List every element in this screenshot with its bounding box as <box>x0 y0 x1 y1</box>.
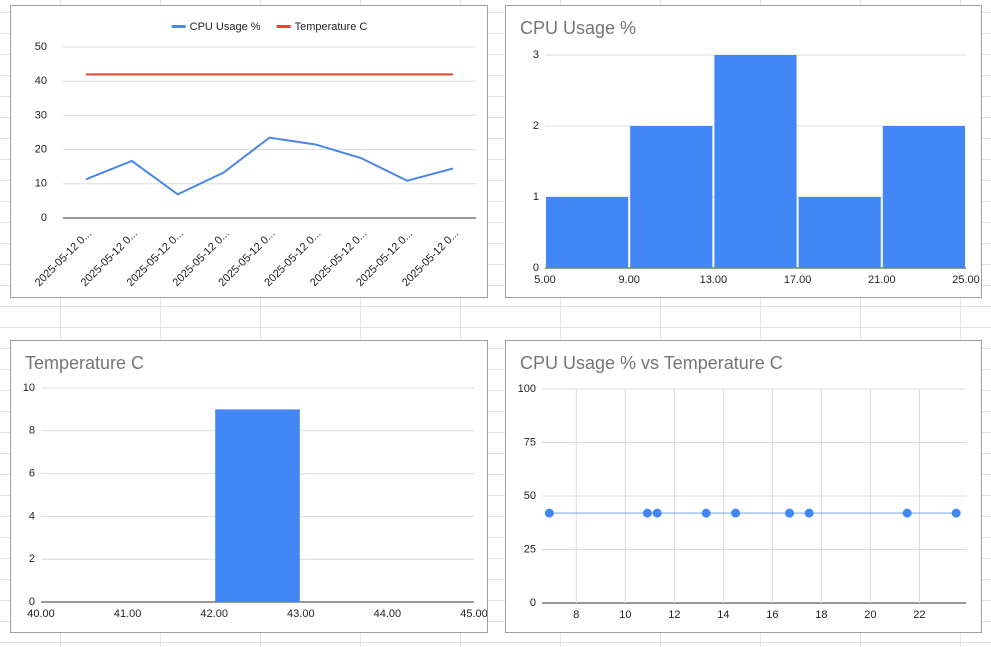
x-tick-label: 17.00 <box>784 274 812 286</box>
y-tick-label: 100 <box>518 383 536 395</box>
chart-title: Temperature C <box>25 353 144 373</box>
y-tick-label: 3 <box>533 49 539 61</box>
y-tick-label: 0 <box>533 262 539 274</box>
y-tick-label: 50 <box>524 490 536 502</box>
y-tick-label: 2 <box>29 553 35 565</box>
point <box>902 508 912 518</box>
point <box>701 508 711 518</box>
x-tick-label: 43.00 <box>287 608 315 620</box>
y-tick-label: 8 <box>29 425 35 437</box>
x-tick-label: 21.00 <box>868 274 896 286</box>
x-tick-label: 5.00 <box>534 274 555 286</box>
histogram-chart: CPU Usage % 0 1 2 3 5.00 9.00 13.00 17.00 21.00 25… <box>505 5 982 298</box>
bar <box>882 126 965 268</box>
bar <box>215 409 300 602</box>
y-tick-label: 0 <box>29 596 35 608</box>
chart-title: CPU Usage % vs Temperature C <box>520 353 783 373</box>
x-tick-label: 41.00 <box>114 608 142 620</box>
x-tick-label: 13.00 <box>700 274 728 286</box>
y-tick-label: 6 <box>29 468 35 480</box>
x-tick-label: 12 <box>668 609 680 621</box>
y-tick-label: 50 <box>35 41 47 53</box>
point <box>951 508 961 518</box>
chart-title: CPU Usage % <box>520 18 636 38</box>
y-tick-label: 40 <box>35 75 47 87</box>
line <box>85 136 454 196</box>
x-tick-label: 8 <box>573 609 579 621</box>
histogram-chart: Temperature C 0 2 4 6 8 10 40.00 41.00 42.00 43.00… <box>10 340 488 633</box>
bar <box>630 126 713 268</box>
x-tick-label: 10 <box>619 609 631 621</box>
x-tick-label: 45.00 <box>460 608 488 620</box>
y-tick-label: 0 <box>41 212 47 224</box>
y-tick-label: 1 <box>533 191 539 203</box>
y-tick-label: 4 <box>29 510 35 522</box>
bar <box>798 197 881 268</box>
y-tick-label: 30 <box>35 109 47 121</box>
legend-label: Temperature C <box>295 21 368 33</box>
point <box>785 508 795 518</box>
y-tick-label: 10 <box>23 382 35 394</box>
x-tick-label: 9.00 <box>618 274 639 286</box>
x-tick-label: 16 <box>766 609 778 621</box>
point <box>642 508 652 518</box>
y-tick-label: 25 <box>524 543 536 555</box>
x-tick-label: 22 <box>913 609 925 621</box>
point <box>544 508 554 518</box>
y-tick-label: 75 <box>524 436 536 448</box>
point <box>804 508 814 518</box>
point <box>652 508 662 518</box>
x-tick-label: 25.00 <box>952 274 980 286</box>
bar <box>546 197 629 268</box>
x-tick-label: 40.00 <box>27 608 55 620</box>
point <box>731 508 741 518</box>
x-tick-label: 18 <box>815 609 827 621</box>
bar <box>714 55 797 268</box>
scatter-chart: CPU Usage % vs Temperature C 0 25 50 75 100 8 1… <box>505 340 982 633</box>
y-tick-label: 0 <box>530 597 536 609</box>
legend-label: CPU Usage % <box>190 21 261 33</box>
x-tick-label: 14 <box>717 609 729 621</box>
legend-swatch <box>276 25 291 28</box>
legend-swatch <box>171 25 186 28</box>
y-tick-label: 10 <box>35 178 47 190</box>
y-tick-label: 2 <box>533 120 539 132</box>
x-tick-label: 20 <box>864 609 876 621</box>
x-tick-label: 44.00 <box>374 608 402 620</box>
y-tick-label: 20 <box>35 144 47 156</box>
x-tick-label: 42.00 <box>200 608 228 620</box>
